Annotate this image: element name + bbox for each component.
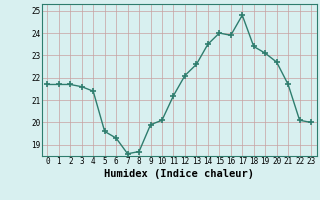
X-axis label: Humidex (Indice chaleur): Humidex (Indice chaleur) [104, 169, 254, 179]
